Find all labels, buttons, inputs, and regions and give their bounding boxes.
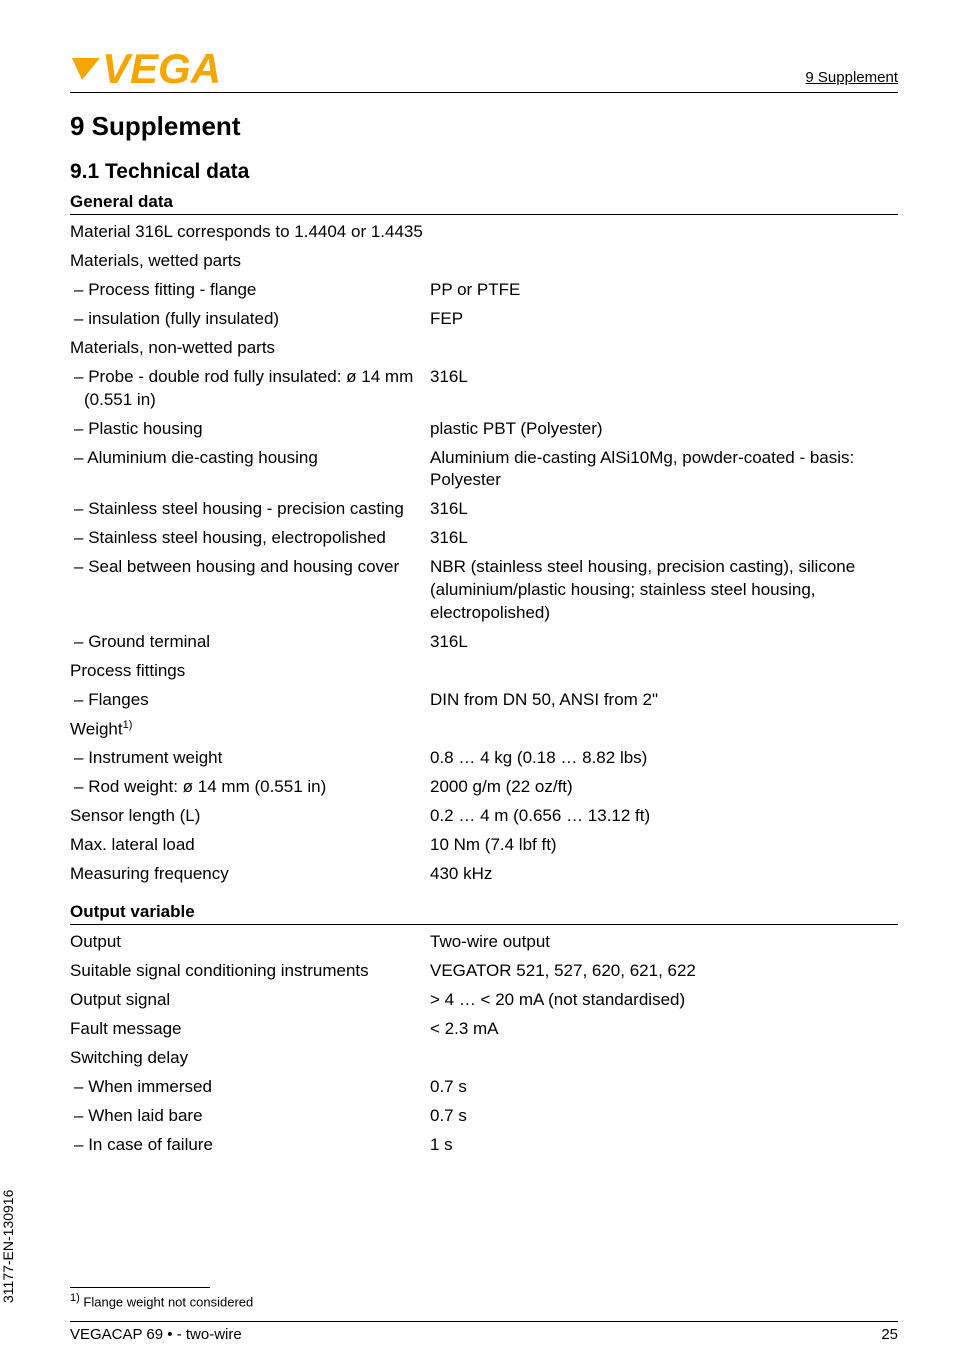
row-label: insulation (fully insulated) [70, 308, 430, 331]
row-value: FEP [430, 308, 898, 331]
data-row: Ground terminal 316L [70, 631, 898, 654]
data-row: Fault message < 2.3 mA [70, 1018, 898, 1041]
row-label: Output signal [70, 989, 430, 1012]
row-label: Plastic housing [70, 418, 430, 441]
footnote-content: Flange weight not considered [83, 1294, 253, 1309]
sw-title-row: Switching delay [70, 1047, 898, 1070]
data-row: Probe - double rod fully insulated: ø 14… [70, 366, 898, 412]
data-row: Seal between housing and housing cover N… [70, 556, 898, 625]
weight-title: Weight1) [70, 718, 430, 742]
row-label: Max. lateral load [70, 834, 430, 857]
mnwp-title-row: Materials, non-wetted parts [70, 337, 898, 360]
row-label: Ground terminal [70, 631, 430, 654]
sw-title: Switching delay [70, 1047, 430, 1070]
logo-triangle-icon [68, 58, 100, 80]
row-label: When immersed [70, 1076, 430, 1099]
row-value: PP or PTFE [430, 279, 898, 302]
row-label: Process fitting - flange [70, 279, 430, 302]
row-value: plastic PBT (Polyester) [430, 418, 898, 441]
page-footer: VEGACAP 69 • - two-wire 25 [70, 1321, 898, 1343]
mwp-title: Materials, wetted parts [70, 250, 430, 273]
row-value: > 4 … < 20 mA (not standardised) [430, 989, 898, 1012]
data-row: Output signal > 4 … < 20 mA (not standar… [70, 989, 898, 1012]
row-value: 430 kHz [430, 863, 898, 886]
data-row: Stainless steel housing - precision cast… [70, 498, 898, 521]
row-value: 316L [430, 366, 898, 412]
row-label: Stainless steel housing, electropolished [70, 527, 430, 550]
data-row: Flanges DIN from DN 50, ANSI from 2" [70, 689, 898, 712]
row-value: 0.7 s [430, 1076, 898, 1099]
row-value: 316L [430, 631, 898, 654]
row-label: Measuring frequency [70, 863, 430, 886]
row-value: 316L [430, 498, 898, 521]
row-label: In case of failure [70, 1134, 430, 1157]
row-label: Stainless steel housing - precision cast… [70, 498, 430, 521]
data-row: Process fitting - flange PP or PTFE [70, 279, 898, 302]
data-row: Instrument weight 0.8 … 4 kg (0.18 … 8.8… [70, 747, 898, 770]
row-value: NBR (stainless steel housing, precision … [430, 556, 898, 625]
row-label: Suitable signal conditioning instruments [70, 960, 430, 983]
mnwp-title: Materials, non-wetted parts [70, 337, 430, 360]
row-label: Probe - double rod fully insulated: ø 14… [70, 366, 430, 412]
data-row: Rod weight: ø 14 mm (0.551 in) 2000 g/m … [70, 776, 898, 799]
footnote-marker: 1) [70, 1292, 80, 1304]
row-value: 2000 g/m (22 oz/ft) [430, 776, 898, 799]
intro-text: Material 316L corresponds to 1.4404 or 1… [70, 221, 898, 244]
row-label: Instrument weight [70, 747, 430, 770]
data-row: Sensor length (L) 0.2 … 4 m (0.656 … 13.… [70, 805, 898, 828]
logo-text: VEGA [102, 48, 221, 90]
data-row: Suitable signal conditioning instruments… [70, 960, 898, 983]
row-label: Seal between housing and housing cover [70, 556, 430, 625]
data-row: Output Two-wire output [70, 931, 898, 954]
row-value: VEGATOR 521, 527, 620, 621, 622 [430, 960, 898, 983]
page-header: VEGA 9 Supplement [70, 48, 898, 93]
weight-title-row: Weight1) [70, 718, 898, 742]
row-label: Aluminium die-casting housing [70, 447, 430, 493]
subsection-title: 9.1 Technical data [70, 160, 898, 184]
row-value: < 2.3 mA [430, 1018, 898, 1041]
data-row: When immersed 0.7 s [70, 1076, 898, 1099]
footer-page-number: 25 [881, 1326, 898, 1343]
data-row: Aluminium die-casting housing Aluminium … [70, 447, 898, 493]
data-row: In case of failure 1 s [70, 1134, 898, 1157]
row-label: Flanges [70, 689, 430, 712]
mwp-title-row: Materials, wetted parts [70, 250, 898, 273]
row-value: 0.2 … 4 m (0.656 … 13.12 ft) [430, 805, 898, 828]
row-label: Fault message [70, 1018, 430, 1041]
footnote: 1) Flange weight not considered [70, 1292, 898, 1309]
row-value: Two-wire output [430, 931, 898, 954]
row-value: 10 Nm (7.4 lbf ft) [430, 834, 898, 857]
doc-id-vertical: 31177-EN-130916 [0, 1190, 16, 1303]
pf-title: Process fittings [70, 660, 430, 683]
data-row: When laid bare 0.7 s [70, 1105, 898, 1128]
row-value: 0.7 s [430, 1105, 898, 1128]
row-label: Rod weight: ø 14 mm (0.551 in) [70, 776, 430, 799]
weight-sup: 1) [123, 719, 133, 731]
data-row: Plastic housing plastic PBT (Polyester) [70, 418, 898, 441]
group-title-general: General data [70, 192, 898, 215]
row-value: 1 s [430, 1134, 898, 1157]
footer-left: VEGACAP 69 • - two-wire [70, 1326, 242, 1343]
intro-row: Material 316L corresponds to 1.4404 or 1… [70, 221, 898, 244]
data-row: insulation (fully insulated) FEP [70, 308, 898, 331]
logo: VEGA [70, 48, 221, 90]
row-value: 316L [430, 527, 898, 550]
row-label: Sensor length (L) [70, 805, 430, 828]
row-value: Aluminium die-casting AlSi10Mg, powder-c… [430, 447, 898, 493]
section-title: 9 Supplement [70, 111, 898, 142]
data-row: Measuring frequency 430 kHz [70, 863, 898, 886]
running-head: 9 Supplement [805, 69, 898, 90]
group-title-output: Output variable [70, 902, 898, 925]
row-label: When laid bare [70, 1105, 430, 1128]
pf-title-row: Process fittings [70, 660, 898, 683]
data-row: Stainless steel housing, electropolished… [70, 527, 898, 550]
row-label: Output [70, 931, 430, 954]
row-value: 0.8 … 4 kg (0.18 … 8.82 lbs) [430, 747, 898, 770]
row-value: DIN from DN 50, ANSI from 2" [430, 689, 898, 712]
data-row: Max. lateral load 10 Nm (7.4 lbf ft) [70, 834, 898, 857]
footnote-rule [70, 1287, 210, 1288]
weight-title-text: Weight [70, 720, 123, 739]
